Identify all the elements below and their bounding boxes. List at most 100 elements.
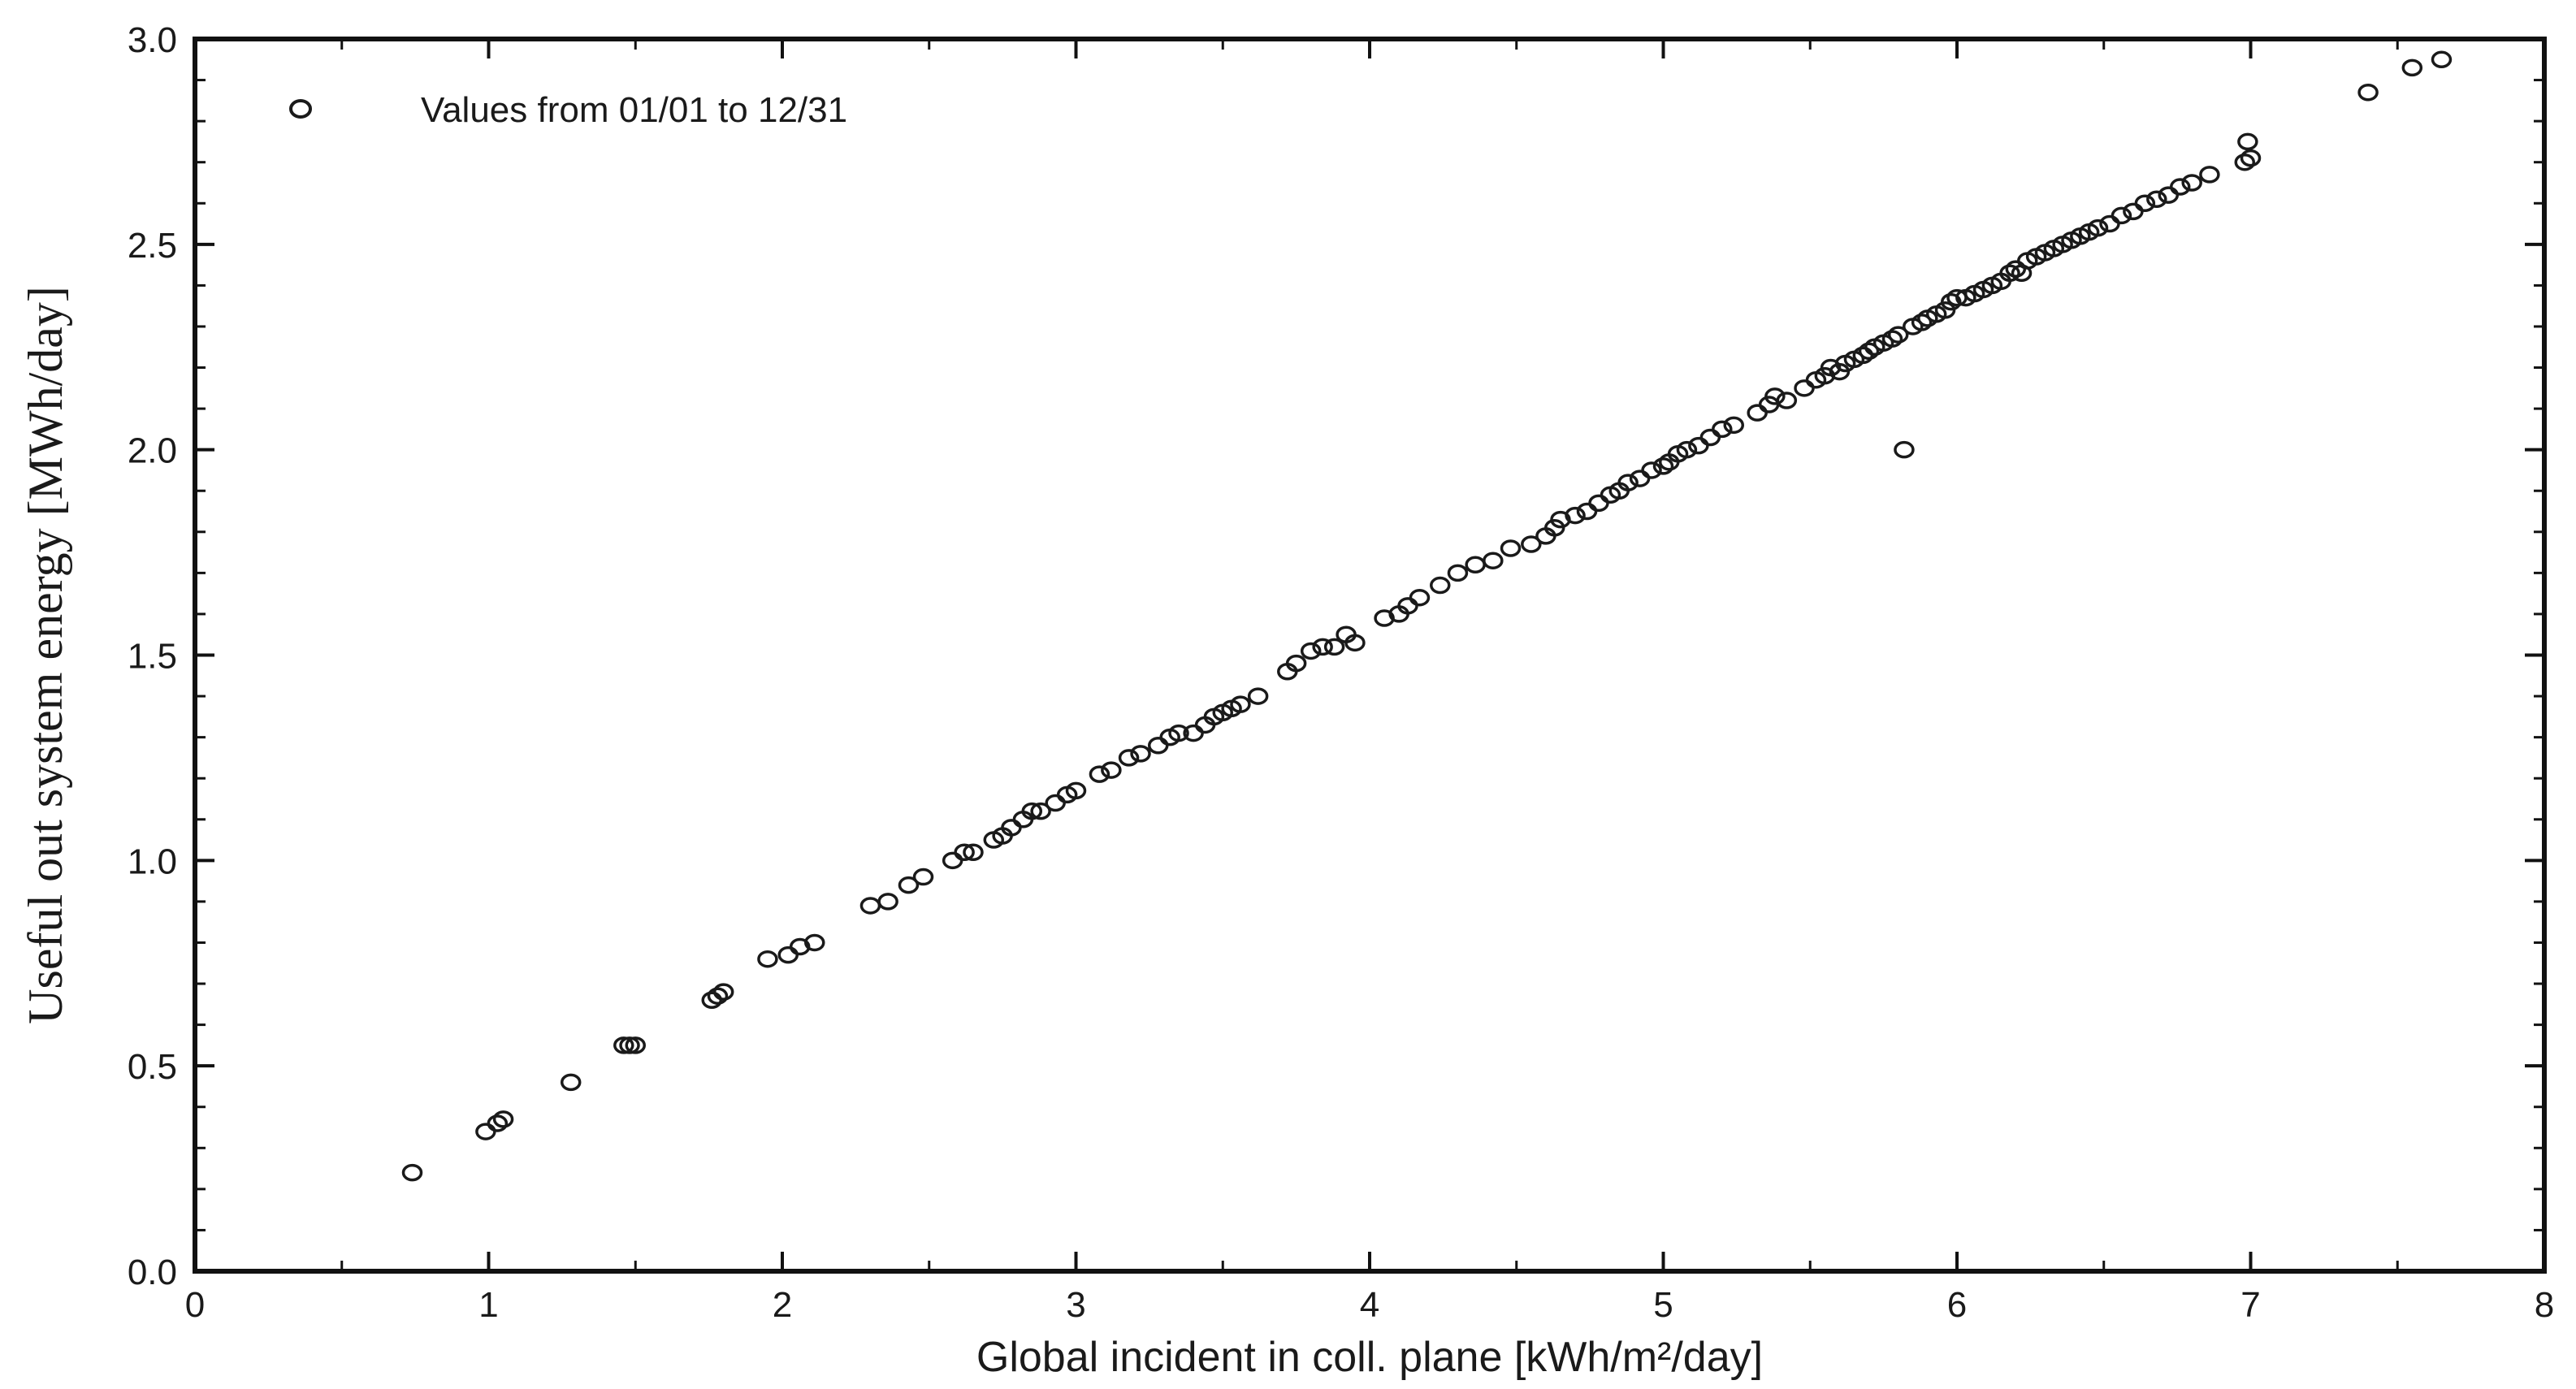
- data-point: [1712, 420, 1733, 439]
- data-point: [613, 1036, 634, 1054]
- data-point: [1045, 794, 1066, 812]
- data-point: [1323, 638, 1345, 656]
- data-point: [1652, 457, 1674, 475]
- x-tick-label: 7: [2240, 1285, 2260, 1325]
- data-point: [1521, 535, 1542, 553]
- y-axis: 0.0 0.5 1.0 1.5 2.0 2.5 3.0: [128, 20, 2544, 1292]
- legend: Values from 01/01 to 12/31: [289, 90, 847, 130]
- data-point: [2234, 153, 2256, 171]
- x-tick-label: 0: [185, 1285, 205, 1325]
- y-tick-label: 0.5: [128, 1047, 177, 1087]
- data-point: [707, 987, 729, 1005]
- legend-marker: [289, 99, 312, 119]
- x-tick-label: 3: [1066, 1285, 1085, 1325]
- data-point: [912, 868, 934, 886]
- data-point: [712, 983, 734, 1001]
- data-point: [2431, 50, 2453, 69]
- data-point: [492, 1110, 514, 1128]
- data-point: [560, 1073, 582, 1092]
- data-point: [1118, 749, 1140, 767]
- data-point: [898, 876, 920, 894]
- data-point: [1030, 802, 1051, 820]
- data-point: [1641, 461, 1662, 479]
- y-tick-label: 3.0: [128, 20, 177, 60]
- x-axis: 0 1 2 3 4 5 6 7 8: [185, 39, 2554, 1325]
- y-tick-label: 0.0: [128, 1253, 177, 1292]
- data-point: [1999, 264, 2020, 282]
- data-point: [1130, 745, 1151, 763]
- data-point: [2169, 178, 2191, 196]
- y-axis-title: Useful out system energy [MWh/day]: [19, 286, 72, 1024]
- data-point: [1894, 440, 1915, 459]
- data-point: [2146, 190, 2167, 208]
- data-point: [1747, 404, 1768, 422]
- data-point: [942, 851, 963, 870]
- data-point: [757, 950, 778, 968]
- x-axis-title: Global incident in coll. plane [kWh/m²/d…: [976, 1334, 1763, 1381]
- x-tick-label: 8: [2535, 1285, 2554, 1325]
- data-point: [1430, 576, 1451, 595]
- data-point: [2111, 206, 2132, 225]
- data-points: [401, 50, 2453, 1182]
- data-point: [963, 843, 984, 861]
- data-point: [1465, 556, 1486, 574]
- data-point: [1447, 564, 1469, 582]
- data-point: [625, 1036, 646, 1054]
- data-point: [2237, 132, 2258, 151]
- data-point: [1588, 494, 1609, 513]
- data-point: [2087, 219, 2109, 237]
- x-tick-label: 6: [1947, 1285, 1967, 1325]
- data-point: [1887, 326, 1909, 344]
- data-point: [2357, 83, 2379, 102]
- data-point: [1881, 330, 1903, 348]
- data-point: [1344, 634, 1366, 652]
- x-tick-label: 5: [1653, 1285, 1673, 1325]
- data-point: [1776, 392, 1798, 409]
- data-point: [859, 897, 881, 915]
- data-point: [2240, 149, 2262, 167]
- x-tick-label: 4: [1360, 1285, 1379, 1325]
- data-point: [1794, 379, 1815, 397]
- data-point: [1065, 781, 1087, 800]
- data-point: [1168, 724, 1189, 742]
- y-tick-label: 2.0: [128, 431, 177, 471]
- data-point: [1723, 416, 1745, 435]
- data-point: [2181, 174, 2202, 192]
- data-point: [2199, 166, 2220, 184]
- y-tick-label: 1.0: [128, 842, 177, 881]
- data-point: [475, 1123, 496, 1140]
- data-point: [2134, 194, 2156, 213]
- data-point: [619, 1036, 640, 1054]
- data-point: [2401, 58, 2423, 77]
- data-point: [1764, 387, 1786, 405]
- data-point: [877, 893, 898, 911]
- plot-frame: [193, 37, 2547, 1274]
- data-point: [1247, 687, 1269, 705]
- data-point: [1676, 440, 1698, 459]
- x-tick-label: 1: [478, 1285, 498, 1325]
- data-point: [777, 945, 799, 964]
- data-point: [1500, 539, 1522, 557]
- data-point: [1911, 314, 1933, 331]
- data-point: [1858, 342, 1880, 361]
- data-point: [804, 933, 825, 952]
- y-tick-label: 2.5: [128, 226, 177, 266]
- legend-label: Values from 01/01 to 12/31: [421, 90, 847, 130]
- data-point: [1565, 506, 1586, 525]
- data-point: [1483, 552, 1504, 569]
- data-point: [1285, 654, 1307, 673]
- data-point: [1699, 428, 1721, 447]
- data-point: [1147, 736, 1169, 755]
- y-tick-label: 1.5: [128, 637, 177, 677]
- data-point: [1409, 588, 1431, 607]
- data-point: [1617, 474, 1639, 491]
- data-point: [1101, 761, 1122, 779]
- data-point: [954, 843, 975, 861]
- data-point: [1089, 765, 1110, 783]
- data-point: [1230, 695, 1251, 713]
- data-point: [401, 1163, 423, 1182]
- data-point: [1312, 638, 1333, 656]
- data-point: [1300, 642, 1322, 660]
